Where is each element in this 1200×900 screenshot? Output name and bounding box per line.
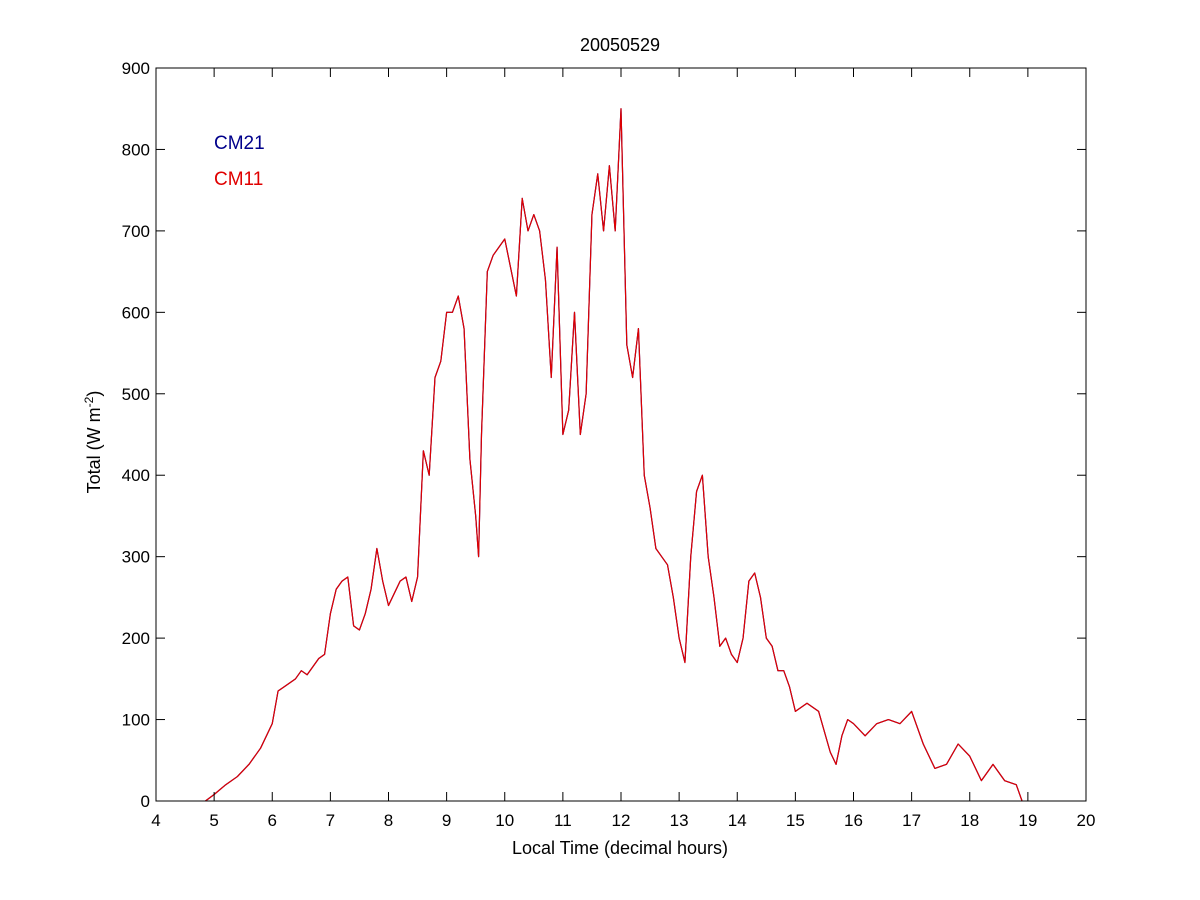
x-tick-label-19: 19 <box>1018 811 1037 830</box>
y-tick-label-300: 300 <box>122 548 150 567</box>
x-tick-label-5: 5 <box>209 811 218 830</box>
y-tick-label-600: 600 <box>122 303 150 322</box>
x-tick-label-16: 16 <box>844 811 863 830</box>
series-line-cm11 <box>205 108 1023 802</box>
x-tick-label-7: 7 <box>326 811 335 830</box>
x-tick-label-12: 12 <box>612 811 631 830</box>
x-tick-label-11: 11 <box>554 811 572 830</box>
chart-title: 20050529 <box>580 35 660 55</box>
x-tick-label-9: 9 <box>442 811 451 830</box>
legend-entry-cm21: CM21 <box>214 133 265 154</box>
x-tick-label-18: 18 <box>960 811 979 830</box>
y-axis-label-superscript: -2 <box>82 396 96 407</box>
y-axis-label-close: ) <box>84 391 104 397</box>
y-tick-label-100: 100 <box>122 711 150 730</box>
plot-area: 4 5 6 7 8 9 10 11 12 13 14 15 16 17 18 19 20010020030040… <box>122 59 1096 830</box>
legend-entry-cm11: CM11 <box>214 169 263 190</box>
y-tick-label-900: 900 <box>122 59 150 78</box>
y-tick-label-500: 500 <box>122 385 150 404</box>
x-tick-label-17: 17 <box>902 811 921 830</box>
x-tick-label-14: 14 <box>728 811 747 830</box>
y-axis-label: Total (W m-2) <box>82 391 104 494</box>
y-tick-label-200: 200 <box>122 629 150 648</box>
y-tick-label-400: 400 <box>122 466 150 485</box>
x-tick-label-15: 15 <box>786 811 805 830</box>
y-tick-label-0: 0 <box>141 792 150 811</box>
plot-background <box>156 68 1086 801</box>
y-tick-label-800: 800 <box>122 140 150 159</box>
y-tick-label-700: 700 <box>122 222 150 241</box>
x-tick-label-10: 10 <box>495 811 514 830</box>
series-layer <box>205 108 1023 802</box>
x-tick-label-20: 20 <box>1077 811 1096 830</box>
legend: CM21 CM11 <box>214 133 265 190</box>
x-tick-label-13: 13 <box>670 811 689 830</box>
x-axis-label: Local Time (decimal hours) <box>512 838 728 858</box>
y-axis-label-main: Total (W m <box>84 407 104 493</box>
x-tick-label-8: 8 <box>384 811 393 830</box>
x-tick-label-4: 4 <box>151 811 160 830</box>
ticks-layer: 4 5 6 7 8 9 10 11 12 13 14 15 16 17 18 19 20010020030040… <box>122 59 1096 830</box>
x-tick-label-6: 6 <box>268 811 277 830</box>
